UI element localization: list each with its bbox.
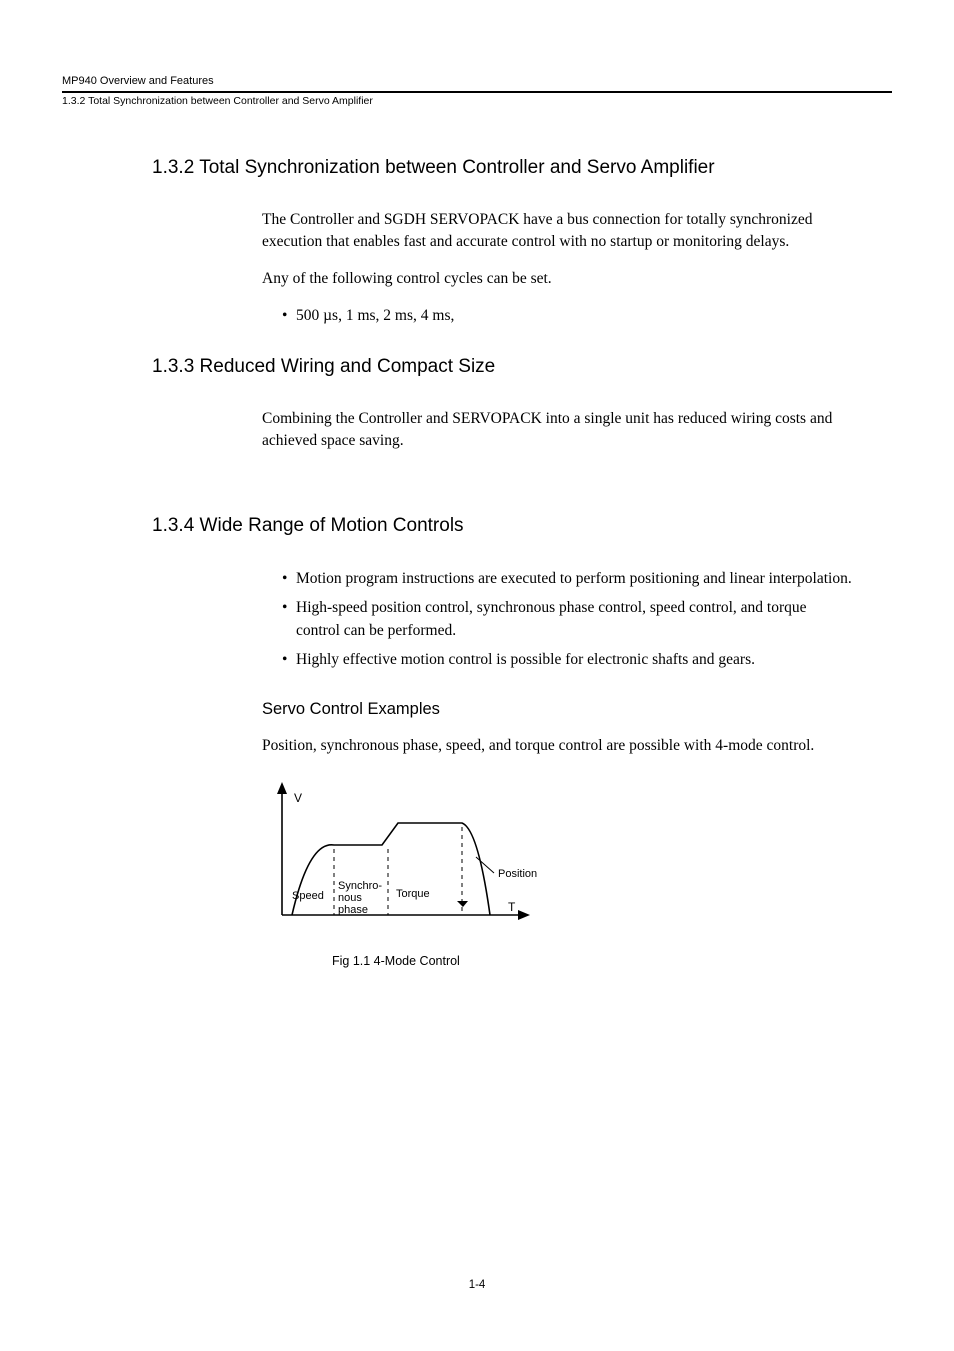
running-header-chapter: MP940 Overview and Features [62,75,892,87]
bullet-item: Highly effective motion control is possi… [282,648,852,671]
subheading-servo-control: Servo Control Examples [262,700,892,719]
figure-4-mode-control: V T Speed Synchro-nousphase Torque Position F… [262,775,892,968]
running-header-section: 1.3.2 Total Synchronization between Cont… [62,95,892,107]
header-rule [62,91,892,93]
bullets-1-3-4: Motion program instructions are executed… [282,567,852,672]
para-servo-control: Position, synchronous phase, speed, and … [262,735,852,757]
para-1-3-3-a: Combining the Controller and SERVOPACK i… [262,408,852,453]
svg-text:Synchro-: Synchro- [338,880,382,892]
bullet-item: High-speed position control, synchronous… [282,596,852,643]
heading-1-3-2: 1.3.2 Total Synchronization between Cont… [152,157,892,179]
figure-caption: Fig 1.1 4-Mode Control [332,954,892,968]
bullet-item: Motion program instructions are executed… [282,567,852,590]
heading-1-3-4: 1.3.4 Wide Range of Motion Controls [152,515,892,537]
svg-text:Speed: Speed [292,890,324,902]
bullet-item: 500 µs, 1 ms, 2 ms, 4 ms, [282,304,852,327]
para-1-3-2-a: The Controller and SGDH SERVOPACK have a… [262,209,852,254]
para-1-3-2-b: Any of the following control cycles can … [262,268,852,290]
figure-svg: V T Speed Synchro-nousphase Torque Position [262,775,582,935]
page-number: 1-4 [0,1279,954,1291]
svg-text:phase: phase [338,904,368,916]
svg-text:T: T [508,900,516,914]
svg-text:nous: nous [338,892,362,904]
heading-1-3-3: 1.3.3 Reduced Wiring and Compact Size [152,356,892,378]
svg-text:Torque: Torque [396,888,430,900]
svg-text:Position: Position [498,868,537,880]
bullets-1-3-2: 500 µs, 1 ms, 2 ms, 4 ms, [282,304,852,327]
svg-text:V: V [294,791,302,805]
